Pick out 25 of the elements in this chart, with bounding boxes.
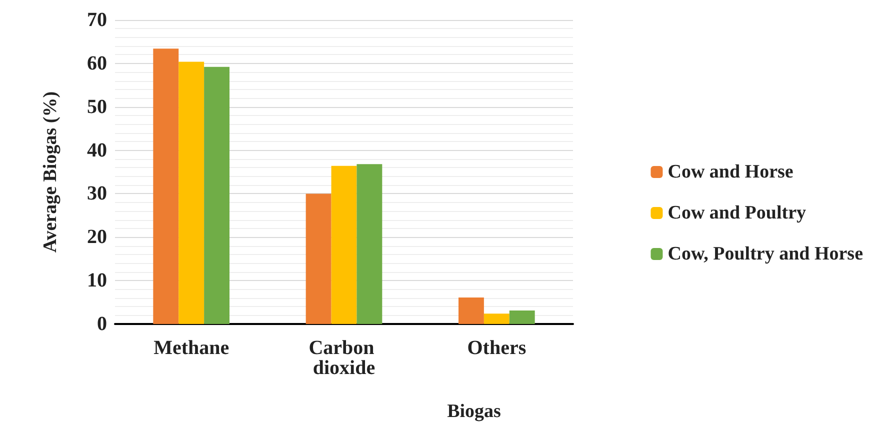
- y-tick-label: 50: [87, 96, 107, 118]
- bar: [484, 314, 510, 324]
- x-tick-label: Methane: [154, 337, 230, 359]
- legend-label: Cow, Poultry and Horse: [668, 244, 863, 264]
- x-axis-title: Biogas: [447, 401, 501, 422]
- legend-label: Cow and Poultry: [668, 202, 807, 224]
- x-tick-label: Carbon dioxide: [308, 337, 380, 379]
- legend-label: Cow and Horse: [668, 162, 794, 182]
- y-tick-label: 40: [87, 139, 107, 162]
- y-tick-label: 0: [97, 313, 107, 335]
- y-tick-label: 10: [87, 270, 107, 292]
- y-tick-label: 20: [87, 226, 107, 248]
- bar: [306, 194, 332, 324]
- bar: [331, 166, 357, 324]
- bar: [458, 298, 484, 324]
- y-tick-label: 60: [87, 52, 107, 74]
- x-tick-label: Others: [467, 337, 526, 359]
- y-tick-label: 70: [87, 9, 107, 31]
- bar: [356, 164, 382, 324]
- y-axis-title: Average Biogas (%): [40, 91, 61, 253]
- bar: [509, 310, 535, 324]
- y-tick-label: 30: [87, 182, 107, 205]
- bar: [153, 48, 179, 324]
- bar: [178, 62, 204, 324]
- bar: [204, 66, 230, 324]
